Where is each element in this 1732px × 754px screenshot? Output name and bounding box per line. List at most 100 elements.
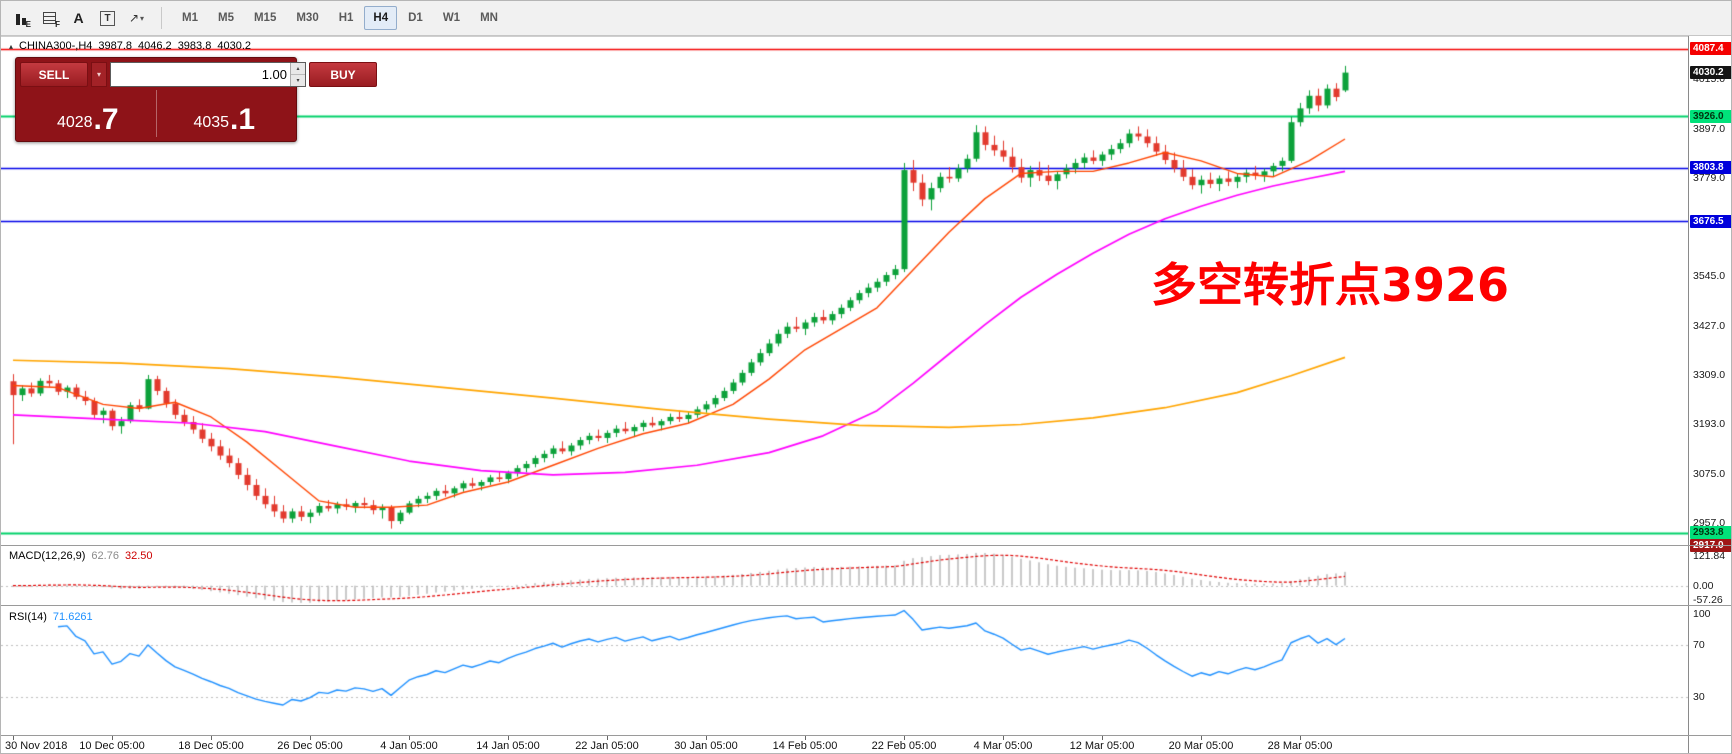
font-tool-icon[interactable]: A bbox=[65, 5, 92, 31]
rsi-axis-label: 30 bbox=[1693, 690, 1705, 703]
volume-spin-down[interactable]: ▾ bbox=[291, 75, 305, 86]
time-label: 22 Jan 05:00 bbox=[575, 740, 639, 752]
rsi-axis-label: 100 bbox=[1693, 608, 1711, 620]
boxed-t-glyph: T bbox=[100, 10, 115, 26]
expert-candles-icon[interactable]: E bbox=[7, 5, 34, 31]
ohlc-open: 3987.8 bbox=[98, 40, 133, 52]
timeframe-m15[interactable]: M15 bbox=[245, 6, 285, 30]
timeframe-m1[interactable]: M1 bbox=[173, 6, 207, 30]
buy-price-main: 4035 bbox=[193, 114, 230, 132]
timeframe-group: M1 M5 M15 M30 H1 H4 D1 W1 MN bbox=[173, 6, 507, 30]
symbol-period-label: CHINA300-,H4 bbox=[19, 40, 93, 52]
sell-price-big: .7 bbox=[93, 103, 119, 136]
level-price-badge[interactable]: 4087.4 bbox=[1690, 42, 1731, 56]
level-price-badge[interactable]: 3926.0 bbox=[1690, 109, 1731, 123]
price-axis[interactable]: 4015.03897.03779.03545.03427.03309.03193… bbox=[1688, 36, 1731, 753]
volume-input[interactable] bbox=[111, 63, 290, 86]
price-tick: 3193.0 bbox=[1693, 418, 1726, 431]
time-label: 26 Dec 05:00 bbox=[277, 740, 343, 752]
sell-price-main: 4028 bbox=[56, 114, 93, 132]
time-label: 18 Dec 05:00 bbox=[178, 740, 244, 752]
one-click-collapse-icon[interactable]: ▴ bbox=[9, 41, 14, 51]
level-price-badge[interactable]: 2933.8 bbox=[1690, 526, 1731, 540]
timeframe-h1[interactable]: H1 bbox=[330, 6, 363, 30]
time-label: 12 Mar 05:00 bbox=[1069, 740, 1135, 752]
price-tick: 3897.0 bbox=[1693, 122, 1726, 135]
pane-separator-macd[interactable] bbox=[1, 545, 1731, 546]
buy-price-big: .1 bbox=[230, 103, 256, 136]
sell-button[interactable]: SELL bbox=[20, 62, 88, 87]
toolbar: E F A T ↗ ▾ M1 M5 M15 M30 H1 H4 D1 W1 MN bbox=[1, 1, 1731, 36]
macd-pane-canvas[interactable] bbox=[1, 547, 1688, 605]
rsi-pane-canvas[interactable] bbox=[1, 607, 1688, 735]
time-axis-border bbox=[1, 735, 1731, 736]
text-label-tool-icon[interactable]: T bbox=[94, 5, 121, 31]
chart-header: ▴ CHINA300-,H4 3987.8 4046.2 3983.8 4030… bbox=[9, 40, 251, 52]
time-label: 4 Jan 05:00 bbox=[380, 740, 438, 752]
time-tick bbox=[904, 736, 905, 740]
rsi-axis-label: 70 bbox=[1693, 639, 1705, 652]
volume-spinner: ▴ ▾ bbox=[290, 63, 305, 86]
level-price-badge[interactable]: 3676.5 bbox=[1690, 214, 1731, 228]
time-tick bbox=[1102, 736, 1103, 740]
volume-preset-dropdown[interactable]: ▾ bbox=[91, 62, 107, 87]
price-tick: 3075.0 bbox=[1693, 467, 1726, 480]
drawing-tools-dropdown-icon[interactable]: ↗ ▾ bbox=[123, 5, 150, 31]
time-label: 20 Mar 05:00 bbox=[1168, 740, 1234, 752]
grid-levels-icon[interactable]: F bbox=[36, 5, 63, 31]
time-tick bbox=[805, 736, 806, 740]
volume-spin-up[interactable]: ▴ bbox=[291, 63, 305, 75]
time-tick bbox=[607, 736, 608, 740]
price-tick: 3545.0 bbox=[1693, 270, 1726, 283]
rsi-value: 71.6261 bbox=[52, 611, 93, 623]
macd-name: MACD(12,26,9) bbox=[9, 550, 86, 562]
rsi-name: RSI(14) bbox=[9, 611, 47, 623]
time-tick bbox=[1300, 736, 1301, 740]
timeframe-h4[interactable]: H4 bbox=[364, 6, 398, 30]
time-label: 4 Mar 05:00 bbox=[973, 740, 1033, 752]
arrow-glyph: ↗ bbox=[128, 11, 140, 25]
one-click-trading-panel: SELL ▾ ▴ ▾ BUY 4028 .7 4035 .1 bbox=[15, 57, 377, 142]
time-label: 28 Mar 05:00 bbox=[1267, 740, 1333, 752]
timeframe-mn[interactable]: MN bbox=[471, 6, 507, 30]
time-label: 14 Jan 05:00 bbox=[476, 740, 540, 752]
time-tick bbox=[211, 736, 212, 740]
time-label: 14 Feb 05:00 bbox=[772, 740, 838, 752]
time-tick bbox=[706, 736, 707, 740]
macd-axis-label: -57.26 bbox=[1693, 593, 1723, 606]
timeframe-w1[interactable]: W1 bbox=[434, 6, 469, 30]
rsi-label: RSI(14) 71.6261 bbox=[9, 611, 93, 623]
price-tick: 3427.0 bbox=[1693, 319, 1726, 332]
macd-axis-label: 0.00 bbox=[1693, 579, 1714, 592]
ohlc-high: 4046.2 bbox=[138, 40, 172, 52]
tool-letter-f: F bbox=[55, 20, 60, 29]
ohlc-low: 3983.8 bbox=[177, 40, 212, 52]
chart-annotation: 多空转折点3926 bbox=[1151, 258, 1510, 312]
timeframe-m5[interactable]: M5 bbox=[209, 6, 243, 30]
volume-field-wrap: ▴ ▾ bbox=[110, 62, 306, 87]
macd-signal-value: 32.50 bbox=[124, 550, 153, 562]
level-price-badge[interactable]: 3803.8 bbox=[1690, 161, 1731, 175]
buy-price-display[interactable]: 4035 .1 bbox=[157, 90, 293, 137]
timeframe-m30[interactable]: M30 bbox=[287, 6, 327, 30]
macd-label: MACD(12,26,9) 62.76 32.50 bbox=[9, 550, 152, 562]
macd-axis-label: 121.84 bbox=[1693, 550, 1726, 563]
pane-separator-rsi[interactable] bbox=[1, 605, 1731, 606]
time-label: 10 Dec 05:00 bbox=[79, 740, 145, 752]
time-axis[interactable]: 30 Nov 2018 10 Dec 05:00 18 Dec 05:00 26 De… bbox=[1, 736, 1688, 753]
sell-price-display[interactable]: 4028 .7 bbox=[20, 90, 157, 137]
time-label: 22 Feb 05:00 bbox=[871, 740, 937, 752]
toolbar-separator bbox=[161, 7, 162, 29]
candles-glyph bbox=[15, 11, 26, 25]
buy-button[interactable]: BUY bbox=[309, 62, 377, 87]
price-badge: 4030.2 bbox=[1690, 66, 1731, 80]
chevron-down-icon: ▾ bbox=[140, 13, 145, 23]
grid-glyph bbox=[43, 12, 56, 24]
time-tick bbox=[508, 736, 509, 740]
time-tick bbox=[1003, 736, 1004, 740]
ohlc-close: 4030.2 bbox=[217, 40, 251, 52]
time-tick bbox=[1201, 736, 1202, 740]
macd-main-value: 62.76 bbox=[91, 550, 119, 562]
chart-top-border bbox=[1, 36, 1731, 37]
timeframe-d1[interactable]: D1 bbox=[399, 6, 432, 30]
